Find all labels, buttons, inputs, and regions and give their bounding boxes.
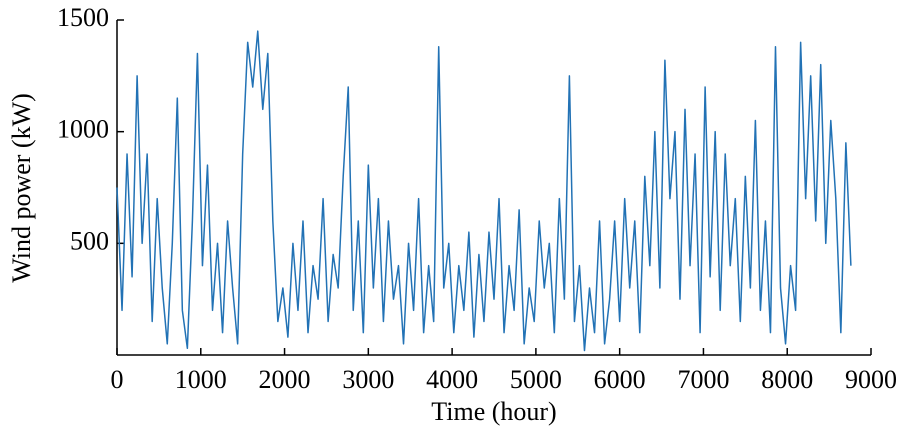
y-tick-label: 1500 [57,3,109,32]
x-tick-label: 7000 [677,365,729,394]
y-axis-label: Wind power (kW) [7,93,36,283]
x-tick-label: 6000 [594,365,646,394]
y-tick-label: 500 [70,226,109,255]
x-tick-label: 3000 [342,365,394,394]
x-tick-label: 5000 [510,365,562,394]
x-tick-label: 0 [111,365,124,394]
x-tick-label: 1000 [175,365,227,394]
x-tick-label: 8000 [761,365,813,394]
x-tick-label: 9000 [845,365,897,394]
y-tick-label: 1000 [57,115,109,144]
x-tick-label: 2000 [259,365,311,394]
x-axis-label: Time (hour) [431,397,556,426]
x-tick-label: 4000 [426,365,478,394]
data-line [116,30,852,352]
